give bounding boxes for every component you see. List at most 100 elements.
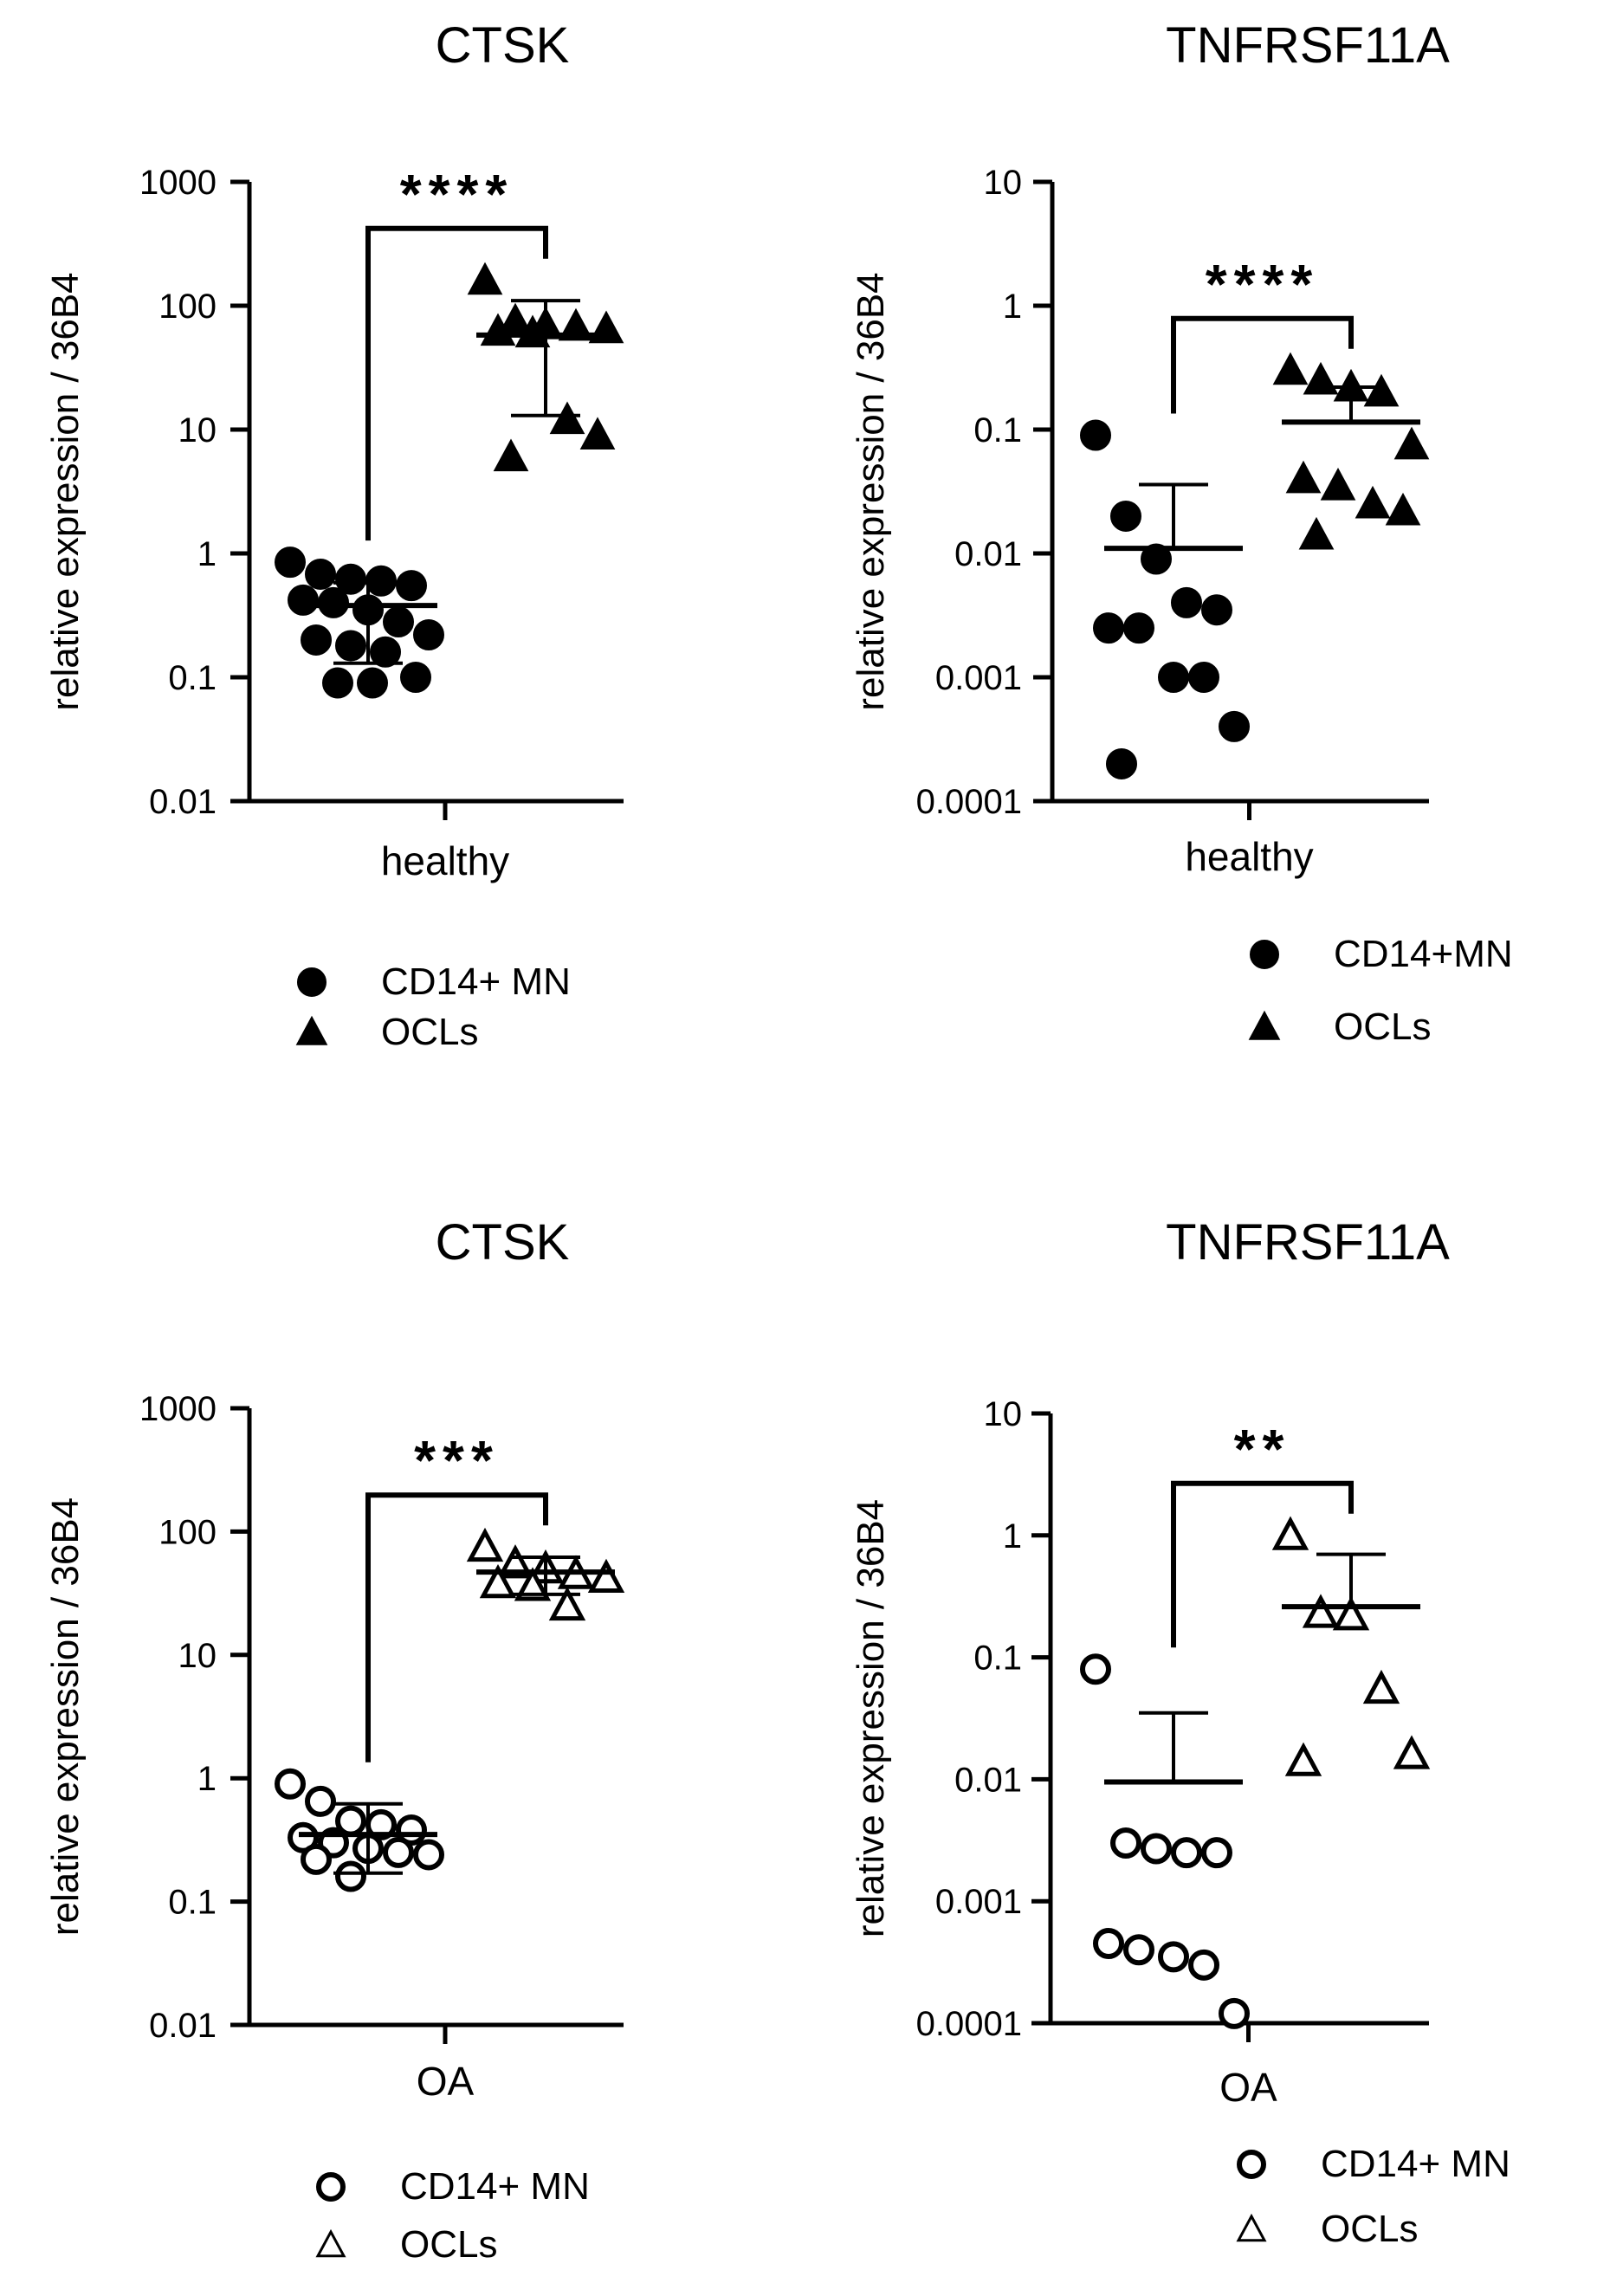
data-point-triangle (1320, 467, 1356, 501)
legend-label: CD14+ MN (381, 960, 571, 1003)
data-point-triangle (1285, 460, 1322, 494)
data-point-circle (383, 1836, 414, 1868)
data-point-triangle (514, 314, 551, 348)
data-point-circle (301, 1843, 332, 1875)
y-tick-label: 10 (178, 411, 217, 449)
y-tick-label: 0.1 (168, 659, 217, 697)
legend-marker-circle (1237, 2150, 1266, 2179)
chart-ctsk-healthy: CTSK relative expression / 36B4 0.01 0.1 1 10… (44, 17, 624, 1053)
data-point-circle (413, 1839, 444, 1871)
data-point-triangle (466, 1527, 504, 1562)
data-point-triangle (1385, 492, 1421, 526)
data-point-circle (400, 662, 431, 693)
legend-label: OCLs (400, 2223, 497, 2266)
data-point-circle (301, 624, 332, 656)
chart-panel-ctsk-healthy: CTSK relative expression / 36B4 0.01 0.1 1 10… (0, 0, 805, 1148)
data-point-triangle (1302, 1594, 1340, 1628)
chart-title: TNFRSF11A (1166, 17, 1450, 74)
y-tick-label: 0.001 (935, 1883, 1022, 1921)
data-point-triangle (558, 307, 594, 341)
chart-title: CTSK (436, 1214, 570, 1271)
legend-marker-circle (316, 2172, 346, 2202)
significance-stars: **** (1206, 253, 1320, 315)
data-point-triangle (1362, 1669, 1400, 1704)
significance-stars: ** (1234, 1418, 1291, 1480)
y-tick-label: 100 (158, 288, 217, 326)
data-point-circle (1141, 1833, 1172, 1865)
legend-marker-triangle (1248, 1010, 1281, 1040)
legend-label: CD14+ MN (1321, 2143, 1510, 2185)
data-point-circle (305, 1785, 336, 1817)
legend-label: OCLs (1321, 2208, 1418, 2250)
data-point-triangle (1272, 352, 1309, 385)
data-point-triangle (587, 1558, 625, 1593)
y-tick-label: 0.01 (149, 783, 217, 821)
data-point-triangle (479, 1563, 517, 1599)
data-point-circle (288, 1821, 319, 1853)
legend-label: CD14+MN (1334, 933, 1513, 975)
y-tick-label: 1 (197, 1760, 217, 1798)
y-tick-label: 1 (1003, 1517, 1022, 1555)
data-point-triangle (1298, 516, 1335, 550)
data-point-circle (1123, 1934, 1154, 1966)
data-point-triangle (549, 401, 585, 435)
data-point-triangle (1393, 426, 1430, 460)
data-point-circle (1219, 1997, 1250, 2029)
data-point-circle (335, 563, 366, 595)
data-point-circle (1219, 710, 1250, 742)
data-point-circle (305, 558, 336, 590)
data-point-circle (1080, 419, 1111, 451)
data-point-circle (1093, 1928, 1124, 1960)
y-tick-label: 100 (158, 1513, 217, 1551)
data-point-circle (1110, 1827, 1141, 1859)
data-point-circle (383, 606, 414, 638)
data-point-circle (1158, 1941, 1189, 1973)
y-tick-label: 10 (984, 1395, 1023, 1433)
legend-marker-triangle (295, 1015, 328, 1045)
y-tick-label: 0.1 (973, 411, 1022, 449)
legend-label: OCLs (1334, 1006, 1431, 1048)
data-point-circle (396, 570, 427, 602)
y-tick-label: 0.01 (149, 2007, 217, 2045)
data-point-triangle (1284, 1742, 1322, 1776)
data-point-circle (1110, 500, 1141, 532)
chart-ctsk-oa: CTSK relative expression / 36B4 0.01 0.1 1 10… (44, 1214, 625, 2266)
y-axis-label: relative expression / 36B4 (850, 272, 892, 710)
chart-tnfrsf11a-healthy: TNFRSF11A relative expression / 36B4 0.000… (850, 17, 1513, 1048)
data-point-circle (275, 547, 306, 579)
legend-label: CD14+ MN (400, 2165, 590, 2208)
chart-panel-ctsk-oa: CTSK relative expression / 36B4 0.01 0.1 1 10… (0, 1148, 805, 2296)
legend-marker-triangle (1236, 2213, 1267, 2242)
data-point-circle (1201, 1837, 1232, 1869)
chart-panel-tnfrsf11a-oa: TNFRSF11A relative expression / 36B4 0.000… (805, 1148, 1610, 2296)
data-point-triangle (1393, 1735, 1431, 1769)
x-category-label: OA (417, 2059, 475, 2104)
chart-title: TNFRSF11A (1166, 1214, 1450, 1271)
data-point-triangle (1271, 1516, 1309, 1550)
data-point-circle (318, 586, 349, 618)
y-tick-label: 10 (984, 164, 1023, 202)
data-point-triangle (548, 1586, 586, 1621)
data-point-triangle (496, 1544, 534, 1579)
significance-bracket (365, 225, 548, 541)
data-point-circle (365, 565, 397, 597)
x-category-label: healthy (381, 838, 509, 883)
significance-bracket (1171, 1480, 1354, 1648)
data-point-circle (1123, 612, 1154, 644)
chart-panel-tnfrsf11a-healthy: TNFRSF11A relative expression / 36B4 0.000… (805, 0, 1610, 1148)
data-point-circle (1188, 662, 1219, 693)
data-point-triangle (514, 1567, 552, 1601)
data-point-circle (413, 619, 444, 651)
y-tick-label: 10 (178, 1637, 217, 1675)
y-axis-label: relative expression / 36B4 (44, 1497, 87, 1936)
data-point-circle (1188, 1949, 1219, 1981)
data-point-circle (1201, 594, 1232, 626)
y-tick-label: 0.0001 (916, 2005, 1022, 2043)
data-point-triangle (579, 417, 616, 449)
chart-tnfrsf11a-oa: TNFRSF11A relative expression / 36B4 0.000… (850, 1214, 1510, 2250)
data-point-circle (1080, 1653, 1111, 1685)
data-point-triangle (1332, 1596, 1370, 1631)
y-tick-label: 1000 (139, 1390, 217, 1428)
y-axis-label: relative expression / 36B4 (850, 1499, 892, 1937)
y-tick-label: 1 (1003, 288, 1022, 326)
